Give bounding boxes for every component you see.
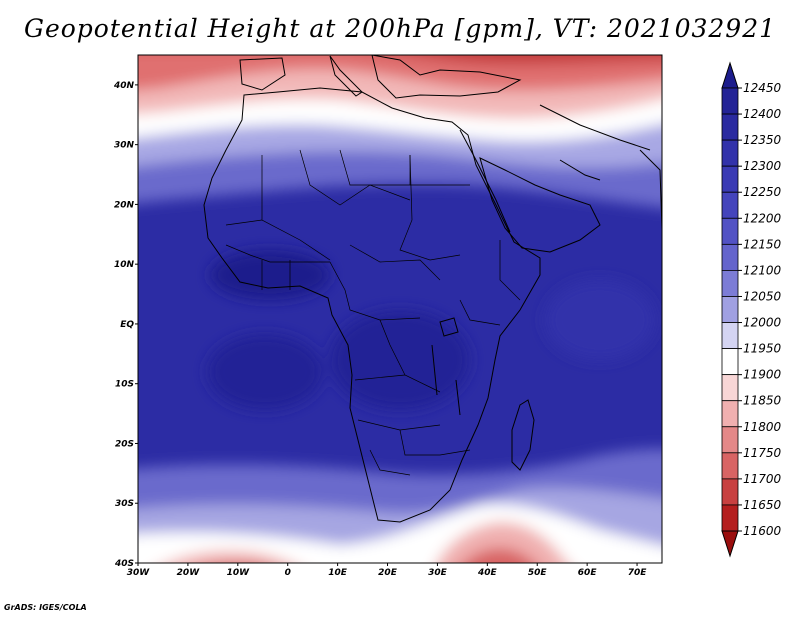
lon-tick-label: 0 xyxy=(285,568,291,578)
colorbar-label: 11700 xyxy=(743,472,782,486)
colorbar-box xyxy=(721,139,739,167)
colorbar-label: 12350 xyxy=(743,133,782,147)
colorbar-label: 12450 xyxy=(743,81,782,95)
lon-tick-label: 60E xyxy=(578,568,598,578)
lat-tick-labels: 40N 30N 20N 10N EQ 10S 20S 30S 40S xyxy=(113,81,138,569)
south-low-west-pink xyxy=(167,550,291,563)
lat-tick-label: 40N xyxy=(113,81,135,91)
lon-tick-label: 70E xyxy=(628,568,648,578)
lon-tick-label: 10E xyxy=(328,568,348,578)
colorbar-box xyxy=(721,270,739,297)
africa-coastline xyxy=(203,87,541,523)
colorbar-label: 12300 xyxy=(743,159,782,173)
lon-tick-label: 20W xyxy=(177,568,201,578)
north-band-darkred xyxy=(404,55,662,65)
plot-frame xyxy=(137,54,663,564)
colorbar-box xyxy=(721,322,739,349)
south-low-east-red xyxy=(463,548,535,563)
colorbar-top-arrow xyxy=(721,61,739,89)
colorbar-box xyxy=(721,191,739,219)
grads-credit: GrADS: IGES/COLA xyxy=(4,603,87,612)
colorbar-box xyxy=(721,113,739,141)
lat-tick-label: 30N xyxy=(114,141,135,151)
iberia xyxy=(239,57,286,91)
colorbar-label: 12100 xyxy=(743,263,782,277)
colorbar-label: 11650 xyxy=(743,498,782,512)
colorbar-box xyxy=(721,400,739,428)
colorbar-box xyxy=(721,348,739,376)
lat-tick-label: 10S xyxy=(115,380,134,390)
lat-tick-label: 40S xyxy=(114,559,134,569)
lat-tick-label: 20S xyxy=(115,439,134,449)
colorbar-box xyxy=(721,217,739,245)
south-low-east-pink xyxy=(437,522,568,563)
high-sahel xyxy=(210,250,330,300)
colorbar-box xyxy=(721,374,739,402)
lon-tick-label: 10W xyxy=(227,568,251,578)
colorbar-box xyxy=(721,504,739,532)
colorbar-label: 11900 xyxy=(743,368,782,382)
italy xyxy=(329,55,363,97)
colorbar-label: 11950 xyxy=(743,342,782,356)
coastlines xyxy=(203,55,662,523)
colorbar-label: 12000 xyxy=(743,316,782,330)
red-sea xyxy=(459,129,511,233)
persian-gulf xyxy=(559,159,601,181)
colorbar-label: 11800 xyxy=(743,420,782,434)
colorbar-label: 12050 xyxy=(743,289,782,303)
lon-tick-labels: 30W 20W 10W 0 10E 20E 30E 40E 50E 60E 70E xyxy=(127,563,647,578)
high-southern-africa xyxy=(330,310,470,410)
colorbar-label: 11600 xyxy=(743,524,782,538)
lake-malawi xyxy=(455,379,461,416)
colorbar-label: 12150 xyxy=(743,237,782,251)
colorbar-box xyxy=(721,478,739,506)
map-title: Geopotential Height at 200hPa [gpm], VT:… xyxy=(23,14,777,43)
colorbar-label: 11850 xyxy=(743,394,782,408)
lat-tick-label: 20N xyxy=(114,200,135,210)
lon-tick-label: 30E xyxy=(428,568,448,578)
lon-tick-label: 20E xyxy=(378,568,398,578)
lat-tick-label: EQ xyxy=(120,320,134,330)
madagascar xyxy=(511,399,535,471)
balkans-anatolia xyxy=(371,55,522,99)
india-coast xyxy=(639,149,662,231)
iran-coast xyxy=(539,104,651,151)
high-southeast-atlantic xyxy=(207,334,323,410)
lake-tanganyika xyxy=(431,344,438,396)
contour-field xyxy=(138,55,662,563)
colorbar-label: 11750 xyxy=(743,446,782,460)
colorbar-box xyxy=(721,426,739,454)
colorbar-bottom-arrow xyxy=(721,530,739,558)
colorbar-label: 12200 xyxy=(743,211,782,225)
arabian-peninsula xyxy=(479,157,601,253)
lon-tick-label: 50E xyxy=(528,568,548,578)
colorbar: 12450 12400 12350 12300 12250 12200 12150 12100… xyxy=(721,61,782,558)
high-indian-ocean xyxy=(545,280,655,360)
colorbar-box xyxy=(721,296,739,323)
lon-tick-label: 40E xyxy=(477,568,498,578)
lat-tick-label: 10N xyxy=(114,260,135,270)
country-borders xyxy=(225,149,521,476)
lon-tick-label: 30W xyxy=(127,568,151,578)
lake-victoria xyxy=(439,317,459,337)
colorbar-label: 12250 xyxy=(743,185,782,199)
colorbar-box xyxy=(721,243,739,271)
lat-tick-label: 30S xyxy=(115,499,134,509)
colorbar-box xyxy=(721,165,739,193)
colorbar-box xyxy=(721,452,739,480)
colorbar-box xyxy=(721,87,739,115)
colorbar-label: 12400 xyxy=(743,107,782,121)
